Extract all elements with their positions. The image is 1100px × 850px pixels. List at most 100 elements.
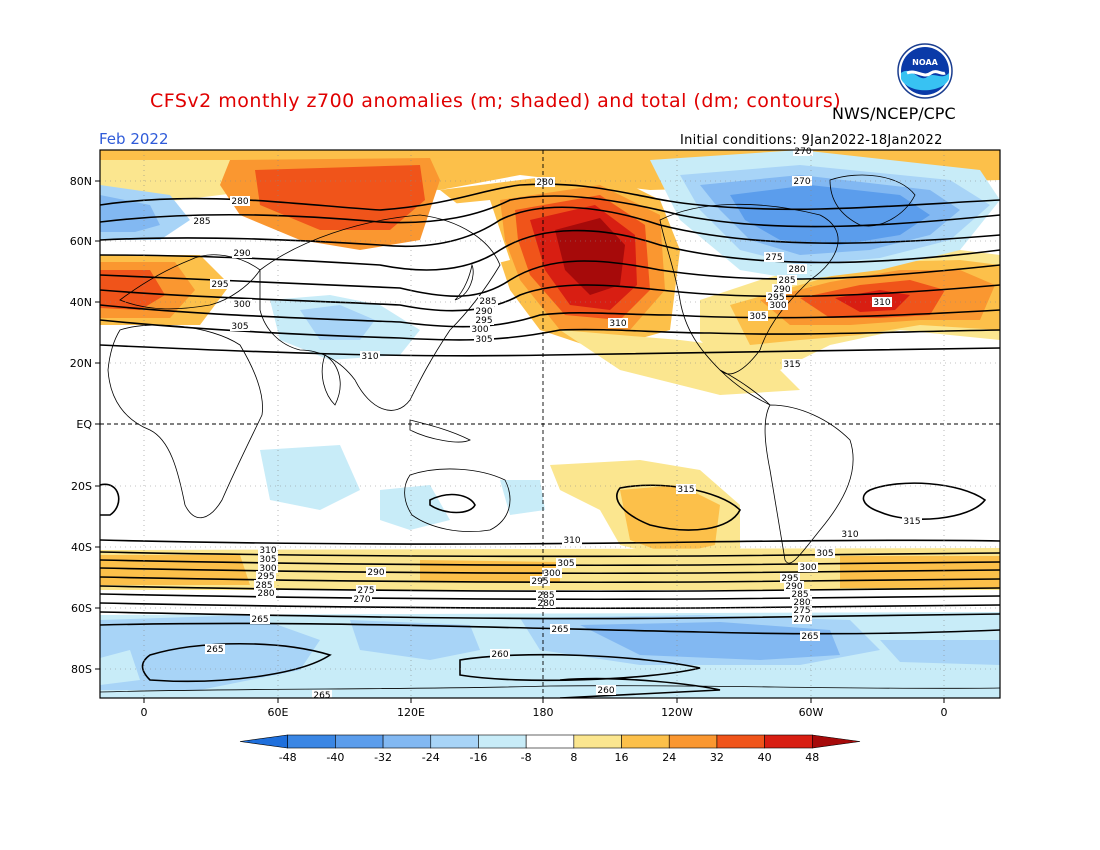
contour-label: 280 — [793, 598, 810, 608]
colorbar-tick: 40 — [758, 751, 772, 764]
contour-label: 275 — [793, 606, 810, 616]
noaa-logo-icon: NOAA — [897, 43, 953, 99]
contour-label: 285 — [255, 581, 272, 591]
svg-text:NOAA: NOAA — [912, 58, 938, 67]
colorbar-swatch — [621, 734, 670, 749]
contour-label: 290 — [475, 307, 492, 317]
contour-label: 310 — [873, 298, 890, 308]
chart-title: CFSv2 monthly z700 anomalies (m; shaded)… — [150, 90, 842, 112]
contour-label: 270 — [793, 615, 810, 625]
contour-label: 305 — [475, 335, 492, 345]
lon-label: 120E — [397, 706, 425, 719]
reference-lines — [100, 150, 1000, 698]
contour-label: 295 — [767, 293, 784, 303]
colorbar-tick: -40 — [326, 751, 344, 764]
colorbar-swatch — [716, 734, 765, 749]
colorbar-swatch — [239, 734, 288, 749]
lat-label: 60N — [70, 235, 92, 248]
colorbar-tick: 48 — [805, 751, 819, 764]
contour-label: 300 — [259, 564, 276, 574]
contour-label: 305 — [259, 555, 276, 565]
colorbar-swatch — [430, 734, 479, 749]
lon-label: 60E — [268, 706, 289, 719]
contour-label: 265 — [551, 625, 568, 635]
contour-label: 300 — [769, 301, 786, 311]
contour-label: 310 — [841, 530, 858, 540]
gridlines — [100, 150, 1000, 698]
contour-label: 305 — [231, 322, 248, 332]
colorbar-tick: -32 — [374, 751, 392, 764]
contour-label: 280 — [537, 599, 554, 609]
contour-label: 270 — [353, 595, 370, 605]
contour-label: 260 — [597, 686, 614, 696]
contour-label: 300 — [471, 325, 488, 335]
contour-label: 290 — [367, 568, 384, 578]
contour-label: 285 — [778, 276, 795, 286]
contour-label: 260 — [491, 650, 508, 660]
colorbar-tick: -16 — [469, 751, 487, 764]
contour-label: 280 — [536, 178, 553, 188]
colorbar-swatch — [287, 734, 336, 749]
contour-label: 275 — [357, 586, 374, 596]
lat-label: 40S — [71, 541, 92, 554]
colorbar-swatch — [764, 734, 813, 749]
colorbar-tick: 8 — [570, 751, 577, 764]
lon-label: 0 — [941, 706, 948, 719]
contour-label: 295 — [475, 316, 492, 326]
contour-label: 310 — [609, 319, 626, 329]
contour-label: 265 — [206, 645, 223, 655]
contour-label: 295 — [211, 280, 228, 290]
colorbar-swatch — [525, 734, 575, 749]
colorbar-tick: 24 — [662, 751, 676, 764]
colorbar: -48 -40 -32 -24 -16 -8 8 16 24 32 40 48 — [239, 734, 861, 764]
contour-label: 300 — [543, 569, 560, 579]
colorbar-swatch — [573, 734, 622, 749]
lat-axis: 80N 60N 40N 20N EQ 20S 40S 60S 80S — [70, 175, 100, 676]
agency-label: NWS/NCEP/CPC — [832, 104, 956, 123]
contour-label: 315 — [677, 485, 694, 495]
contour-label: 270 — [794, 147, 811, 157]
contour-label: 290 — [773, 285, 790, 295]
lat-label: 80N — [70, 175, 92, 188]
lat-label: 20S — [71, 480, 92, 493]
initial-conditions: Initial conditions: 9Jan2022-18Jan2022 — [680, 133, 943, 148]
colorbar-tick: 32 — [710, 751, 724, 764]
contour-label: 280 — [788, 265, 805, 275]
lon-label: 120W — [661, 706, 693, 719]
colorbar-swatch — [478, 734, 527, 749]
contour-label: 310 — [361, 352, 378, 362]
contour-label: 300 — [233, 300, 250, 310]
contour-label: 285 — [791, 590, 808, 600]
contour-label: 305 — [557, 559, 574, 569]
contour-label: 270 — [793, 177, 810, 187]
contour-label: 265 — [801, 632, 818, 642]
contour-label: 295 — [531, 577, 548, 587]
contour-label: 265 — [251, 615, 268, 625]
lat-label: 60S — [71, 602, 92, 615]
lat-label: EQ — [76, 418, 92, 431]
contour-label: 285 — [537, 591, 554, 601]
contour-label: 265 — [313, 691, 330, 701]
contour-label: 315 — [783, 360, 800, 370]
forecast-period: Feb 2022 — [99, 130, 169, 148]
colorbar-swatch — [335, 734, 384, 749]
lat-label: 80S — [71, 663, 92, 676]
lon-axis: 0 60E 120E 180 120W 60W 0 — [141, 698, 948, 719]
lat-label: 40N — [70, 296, 92, 309]
colorbar-tick: 16 — [615, 751, 629, 764]
contour-label: 315 — [903, 517, 920, 527]
contour-label: 280 — [231, 197, 248, 207]
contour-label: 300 — [799, 563, 816, 573]
colorbar-swatch — [668, 734, 718, 749]
lat-label: 20N — [70, 357, 92, 370]
colorbar-tick: -24 — [422, 751, 440, 764]
contour-label: 280 — [257, 589, 274, 599]
lon-label: 60W — [799, 706, 824, 719]
contour-label: 305 — [816, 549, 833, 559]
contour-label: 290 — [233, 249, 250, 259]
colorbar-swatch — [382, 734, 432, 749]
contour-labels: 280 285 290 295 300 305 310 280 285 290 … — [192, 146, 922, 701]
contour-label: 285 — [479, 297, 496, 307]
contour-label: 295 — [257, 572, 274, 582]
